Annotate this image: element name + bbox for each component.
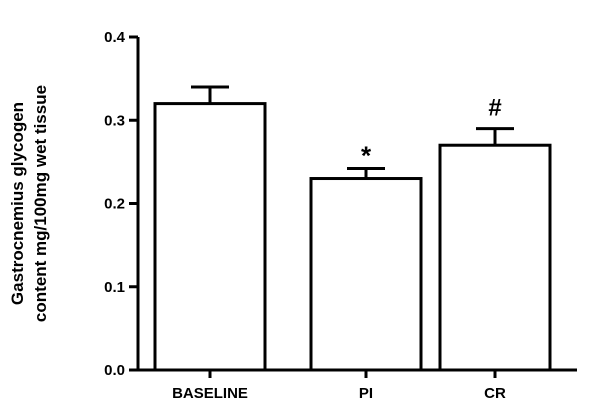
y-axis-label: Gastrocnemius glycogen content mg/100mg w… <box>8 85 50 322</box>
significance-marker: * <box>361 141 372 171</box>
y-tick-label: 0.0 <box>104 362 125 379</box>
bar-pi <box>309 177 423 372</box>
x-tick-label: CR <box>484 385 506 402</box>
y-axis-label-line: content mg/100mg wet tissue <box>31 85 50 322</box>
x-tick-label: BASELINE <box>172 385 248 402</box>
significance-marker: # <box>488 95 501 122</box>
y-tick-label: 0.4 <box>104 29 126 46</box>
y-tick-label: 0.1 <box>104 279 125 296</box>
y-axis-label-line: Gastrocnemius glycogen <box>8 102 27 305</box>
bars <box>153 85 552 372</box>
y-tick-label: 0.3 <box>104 112 125 129</box>
y-tick-label: 0.2 <box>104 196 125 213</box>
x-tick-label: PI <box>359 385 373 402</box>
tick-labels: 0.0 0.1 0.2 0.3 0.4 BASELINE * PI # CR <box>104 29 506 402</box>
bar-baseline <box>153 102 267 372</box>
bar-cr <box>438 143 552 372</box>
